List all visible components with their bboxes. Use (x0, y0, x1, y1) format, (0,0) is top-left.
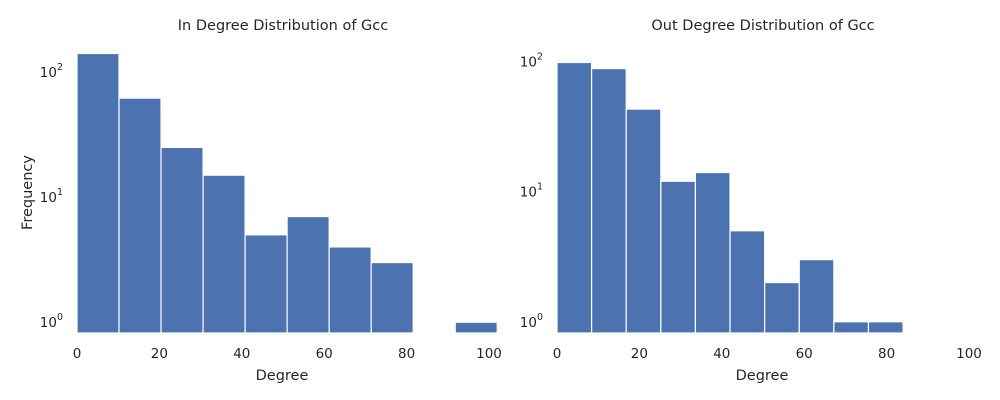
histogram-bar (867, 321, 904, 334)
chart-title: Out Degree Distribution of Gcc (651, 18, 874, 34)
x-tick-label: 0 (73, 346, 82, 362)
x-tick-label: 60 (316, 346, 333, 362)
histogram-bar (286, 215, 330, 334)
histogram-bar (76, 52, 120, 334)
y-tick-label: 100 (40, 312, 63, 331)
x-tick-label: 80 (878, 346, 895, 362)
x-tick-label: 100 (476, 346, 502, 362)
y-tick-label: 102 (40, 62, 63, 81)
y-tick-label: 101 (40, 187, 63, 206)
x-axis-label: Degree (736, 368, 789, 384)
x-tick-label: 20 (151, 346, 168, 362)
x-tick-label: 80 (398, 346, 415, 362)
x-tick-label: 0 (553, 346, 562, 362)
x-tick-label: 40 (713, 346, 730, 362)
histogram-bar (556, 61, 593, 334)
histogram-bar (244, 234, 288, 334)
y-tick-label: 101 (520, 182, 543, 201)
x-tick-label: 20 (631, 346, 648, 362)
chart-title: In Degree Distribution of Gcc (178, 18, 388, 34)
histogram-bar (729, 230, 766, 334)
histogram-bar (202, 174, 246, 334)
out-degree-histogram: Out Degree Distribution of Gcc 0 20 40 60 80 1… (520, 18, 982, 384)
histogram-bar (118, 97, 162, 334)
histogram-bar (694, 171, 731, 334)
x-tick-label: 60 (796, 346, 813, 362)
y-tick-label: 102 (520, 51, 543, 70)
y-axis-label: Frequency (20, 155, 36, 230)
histogram-bar (454, 321, 498, 334)
histogram-bar (328, 246, 372, 334)
histogram-bar (625, 108, 662, 334)
histogram-bar (764, 281, 800, 334)
histogram-bar (160, 146, 204, 334)
y-tick-label: 100 (520, 312, 543, 331)
histogram-bar (798, 259, 835, 334)
x-axis-label: Degree (256, 368, 309, 384)
histogram-bar (833, 321, 870, 334)
histogram-bar (660, 180, 697, 334)
histogram-bar (591, 67, 627, 334)
x-tick-label: 100 (956, 346, 982, 362)
x-tick-label: 40 (233, 346, 250, 362)
in-degree-histogram: In Degree Distribution of Gcc 0 20 40 60 80 10… (20, 18, 502, 384)
histogram-bar (370, 261, 414, 334)
